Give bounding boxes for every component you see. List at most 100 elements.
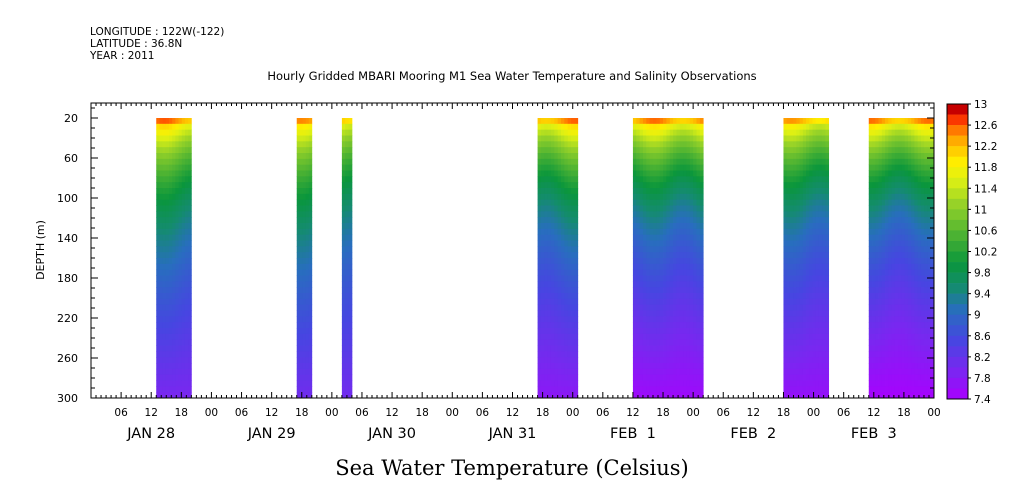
heat-cell <box>696 153 701 160</box>
heat-cell <box>796 182 800 189</box>
heat-cell <box>341 345 346 352</box>
heat-cell <box>540 129 545 136</box>
heat-cell <box>305 374 310 381</box>
heat-cell <box>181 363 186 370</box>
heat-cell <box>875 368 879 376</box>
heat-cell <box>547 123 552 131</box>
heat-cell <box>872 363 876 370</box>
heat-cell <box>875 298 879 306</box>
heat-cell <box>904 170 909 177</box>
heat-cell <box>169 170 173 177</box>
heat-cell <box>783 351 788 358</box>
heat-cell <box>557 240 562 247</box>
heat-cell <box>574 322 579 329</box>
heat-cell <box>181 246 186 253</box>
heat-cell <box>924 345 928 352</box>
heat-cell <box>184 182 189 189</box>
heat-cell <box>636 386 641 393</box>
heat-cell <box>818 304 823 311</box>
heat-cell <box>898 368 902 376</box>
heat-cell <box>547 322 552 329</box>
heat-cell <box>696 345 701 352</box>
heat-cell <box>188 333 192 341</box>
heat-cell <box>815 240 820 247</box>
heat-cell <box>308 118 313 125</box>
heat-cell <box>302 339 307 346</box>
heat-cell <box>930 386 935 393</box>
heat-cell <box>927 328 932 335</box>
heat-cell <box>537 141 542 148</box>
heat-cell <box>875 322 879 329</box>
heat-cell <box>683 368 687 376</box>
heat-cell <box>679 316 684 323</box>
heat-cell <box>156 368 160 376</box>
heat-cell <box>686 287 691 294</box>
heat-cell <box>172 328 176 335</box>
heat-cell <box>632 170 637 177</box>
heat-cell <box>806 176 810 183</box>
heat-cell <box>793 310 797 317</box>
heat-cell <box>789 205 794 212</box>
heat-cell <box>888 316 892 323</box>
heat-cell <box>162 269 167 276</box>
heat-cell <box>567 240 572 247</box>
heat-cell <box>881 357 886 364</box>
heat-cell <box>574 147 579 154</box>
heat-cell <box>561 223 565 230</box>
heat-cell <box>663 374 667 381</box>
heat-cell <box>564 339 569 346</box>
heat-cell <box>904 357 909 364</box>
heat-cell <box>159 147 164 154</box>
heat-cell <box>348 240 353 247</box>
heat-cell <box>544 211 549 218</box>
heat-cell <box>345 252 349 259</box>
heat-cell <box>789 345 794 352</box>
heat-cell <box>663 135 667 142</box>
heat-cell <box>302 182 307 189</box>
heat-cell <box>930 135 935 142</box>
heat-cell <box>683 281 687 288</box>
heat-cell <box>802 123 807 131</box>
heat-cell <box>669 205 674 212</box>
heat-cell <box>666 135 671 142</box>
heat-cell <box>783 147 788 154</box>
heat-cell <box>898 351 902 358</box>
colorbar-bin <box>947 367 968 379</box>
heat-cell <box>653 182 657 189</box>
heat-cell <box>924 287 928 294</box>
heat-cell <box>175 328 179 335</box>
heat-cell <box>920 153 925 160</box>
heat-cell <box>663 158 667 166</box>
heat-cell <box>574 333 579 341</box>
heat-cell <box>296 258 301 265</box>
heat-cell <box>162 316 167 323</box>
heat-cell <box>696 193 701 201</box>
heat-cell <box>305 252 310 259</box>
heat-cell <box>537 123 542 131</box>
heat-cell <box>296 293 301 300</box>
heat-cell <box>646 199 651 206</box>
heat-cell <box>302 386 307 393</box>
heat-cell <box>561 188 565 195</box>
heat-cell <box>825 193 830 201</box>
heat-cell <box>649 380 654 387</box>
heat-cell <box>642 153 647 160</box>
heat-cell <box>308 304 313 311</box>
heat-cell <box>669 118 674 125</box>
heat-cell <box>888 205 892 212</box>
heat-cell <box>574 363 579 370</box>
heat-cell <box>699 234 704 241</box>
heat-cell <box>642 205 647 212</box>
heat-cell <box>822 129 826 136</box>
heat-cell <box>646 357 651 364</box>
heat-cell <box>544 188 549 195</box>
heat-cell <box>786 141 791 148</box>
heat-cell <box>341 211 346 218</box>
heat-cell <box>656 182 661 189</box>
heat-cell <box>156 170 160 177</box>
heat-cell <box>550 322 555 329</box>
heat-cell <box>783 316 788 323</box>
heat-cell <box>686 281 691 288</box>
heat-cell <box>345 182 349 189</box>
heat-cell <box>537 386 542 393</box>
